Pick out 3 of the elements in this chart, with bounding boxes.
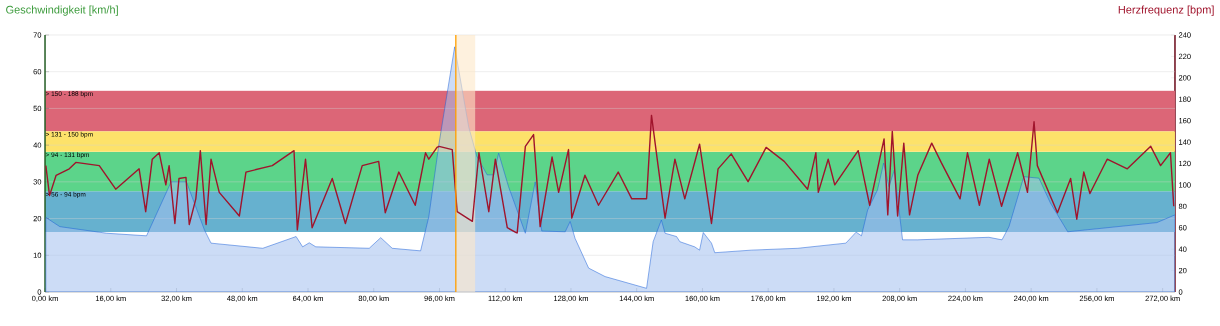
line-series — [45, 114, 1175, 234]
y2-axis-title: Herzfrequenz [bpm] — [1118, 5, 1214, 16]
y-axis-title: Geschwindigkeit [km/h] — [6, 5, 118, 16]
